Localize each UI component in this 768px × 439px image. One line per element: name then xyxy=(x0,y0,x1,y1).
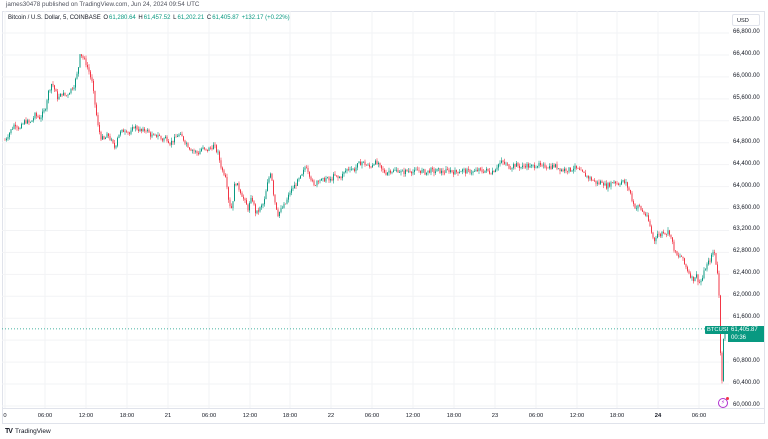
price-tick-label: 64,000.00 xyxy=(733,182,760,189)
price-tick-label: 64,400.00 xyxy=(733,160,760,167)
time-tick-label: 06:00 xyxy=(201,413,217,419)
high-label: H xyxy=(138,15,143,21)
price-tick-label: 61,600.00 xyxy=(733,314,760,321)
price-tick-label: 63,200.00 xyxy=(733,226,760,233)
chart-frame xyxy=(2,11,765,424)
time-tick-label: 0 xyxy=(3,413,7,419)
time-tick-label: 06:00 xyxy=(37,413,53,419)
lightning-icon[interactable]: ⚡︎ xyxy=(718,397,729,408)
price-tick-label: 60,800.00 xyxy=(733,358,760,365)
tradingview-logo[interactable]: TV TradingView xyxy=(5,428,51,435)
publisher-caption: james30478 published on TradingView.com,… xyxy=(6,1,200,8)
time-tick-label: 06:00 xyxy=(528,413,544,419)
price-tick-label: 64,800.00 xyxy=(733,138,760,145)
time-tick-label: 12:00 xyxy=(405,413,421,419)
candlestick-series xyxy=(4,54,726,384)
change-value: +132.17 (+0.22%) xyxy=(241,15,290,21)
grid-lines xyxy=(2,11,729,408)
price-tick-label: 62,000.00 xyxy=(733,292,760,299)
currency-button[interactable]: USD xyxy=(732,14,760,26)
bar-countdown: 00:36 xyxy=(731,334,747,341)
time-axis-separator xyxy=(2,408,765,409)
time-tick-label: 22 xyxy=(327,413,335,419)
tradingview-logo-icon: TV xyxy=(5,428,13,435)
time-tick-label: 18:00 xyxy=(282,413,298,419)
low-label: L xyxy=(173,15,177,21)
time-tick-label: 12:00 xyxy=(78,413,94,419)
price-tick-label: 62,400.00 xyxy=(733,270,760,277)
open-label: O xyxy=(103,15,109,21)
price-tick-label: 63,600.00 xyxy=(733,204,760,211)
time-tick-label: 24 xyxy=(654,413,662,419)
time-tick-label: 18:00 xyxy=(119,413,135,419)
price-tick-label: 66,800.00 xyxy=(733,29,760,35)
price-tick-label: 65,200.00 xyxy=(733,116,760,123)
symbol-description: Bitcoin / U.S. Dollar, 5, COINBASE xyxy=(8,15,101,21)
open-value: 61,280.64 xyxy=(109,15,136,21)
time-tick-label: 06:00 xyxy=(691,413,707,419)
time-tick-label: 12:00 xyxy=(242,413,258,419)
time-tick-label: 12:00 xyxy=(569,413,585,419)
close-value: 61,405.87 xyxy=(212,15,239,21)
time-tick-label: 18:00 xyxy=(609,413,625,419)
high-value: 61,457.52 xyxy=(143,15,171,21)
last-price-tag: 61,405.87 00:36 xyxy=(728,326,764,342)
time-tick-label: 21 xyxy=(164,413,172,419)
time-tick-label: 18:00 xyxy=(446,413,462,419)
chart-plot-area[interactable] xyxy=(2,11,765,424)
last-price-value: 61,405.87 xyxy=(731,327,758,333)
price-tick-label: 62,800.00 xyxy=(733,248,760,255)
tradingview-logo-text: TradingView xyxy=(14,428,51,435)
symbol-price-label: BTCUSD xyxy=(705,326,733,334)
time-tick-label: 23 xyxy=(491,413,499,419)
time-tick-label: 06:00 xyxy=(364,413,380,419)
chart-legend: Bitcoin / U.S. Dollar, 5, COINBASE O61,2… xyxy=(8,15,291,21)
price-tick-label: 66,400.00 xyxy=(733,50,760,57)
price-tick-label: 60,000.00 xyxy=(733,402,760,408)
price-tick-label: 65,600.00 xyxy=(733,94,760,101)
low-value: 61,202.21 xyxy=(177,15,205,21)
close-label: C xyxy=(206,15,212,21)
price-tick-label: 60,400.00 xyxy=(733,380,760,387)
price-tick-label: 66,000.00 xyxy=(733,72,760,79)
